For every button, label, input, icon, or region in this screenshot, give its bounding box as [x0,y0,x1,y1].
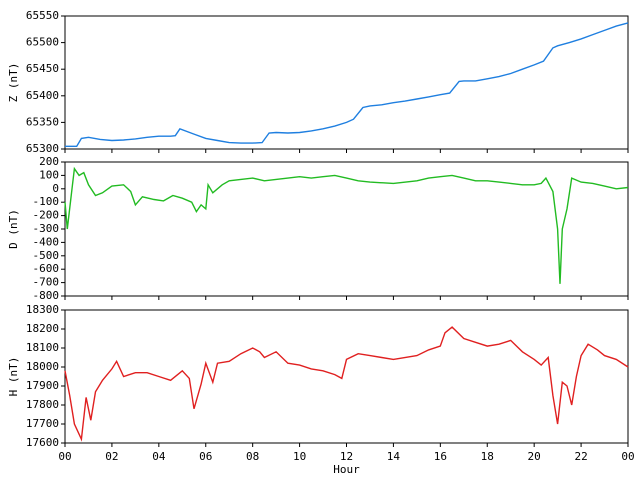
y-tick-label: -700 [33,276,60,289]
y-axis-label: D (nT) [7,209,20,249]
y-tick-label: -400 [33,235,60,248]
data-line [65,22,629,147]
y-tick-label: -800 [33,289,60,302]
x-tick-label: 14 [387,450,401,463]
y-tick-label: -200 [33,209,60,222]
y-tick-label: 65300 [26,142,59,155]
y-tick-label: 17800 [26,398,59,411]
y-tick-label: 18000 [26,360,59,373]
plot-frame [64,161,629,297]
y-tick-label: -100 [33,195,60,208]
data-line [64,166,629,284]
x-tick-label: 20 [528,450,541,463]
x-tick-label: 06 [199,450,212,463]
y-tick-label: 18100 [26,341,59,354]
x-tick-label: 00 [58,450,71,463]
y-axis-label: Z (nT) [7,63,20,103]
x-tick-label: 02 [105,450,118,463]
y-tick-label: 200 [39,155,59,168]
data-line [64,326,629,442]
y-tick-label: 65350 [26,115,59,128]
plot-frame [64,15,629,150]
y-tick-label: 17700 [26,417,59,430]
y-tick-label: 65550 [26,9,59,22]
y-tick-label: 0 [52,182,59,195]
y-tick-label: 18200 [26,322,59,335]
x-tick-label: 08 [246,450,259,463]
y-tick-label: -500 [33,249,60,262]
x-tick-label: 12 [340,450,353,463]
y-tick-label: 65450 [26,62,59,75]
y-axis-label: H (nT) [7,357,20,397]
x-tick-label: 10 [293,450,306,463]
y-tick-label: 65500 [26,36,59,49]
x-axis-label: Hour [333,463,360,476]
y-tick-label: 65400 [26,89,59,102]
y-tick-label: -600 [33,262,60,275]
x-tick-label: 18 [481,450,494,463]
y-tick-label: -300 [33,222,60,235]
y-tick-label: 17900 [26,379,59,392]
y-tick-label: 18300 [26,303,59,316]
x-tick-label: 00 [621,450,634,463]
x-tick-label: 16 [434,450,447,463]
plot-frame [64,309,629,444]
y-tick-label: 17600 [26,436,59,449]
x-tick-label: 04 [152,450,166,463]
x-tick-label: 22 [574,450,587,463]
y-tick-label: 100 [39,168,59,181]
